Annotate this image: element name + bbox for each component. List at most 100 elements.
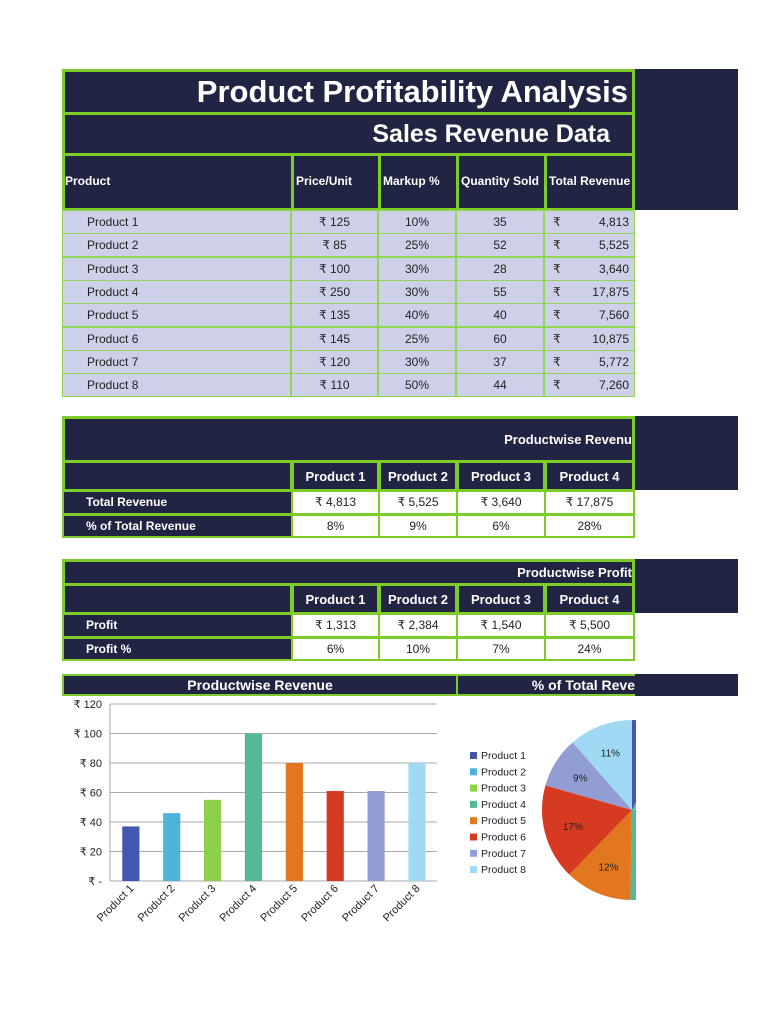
profit_table-cell: 7% [456,636,546,661]
profit_table-title-cell: Productwise Profit [62,559,635,583]
bar-7 [367,791,385,881]
sales-cell: Product 7 [62,349,291,374]
bar-2 [163,813,181,881]
sales-header-cell: Price/Unit [291,153,381,211]
legend-label: Product 2 [481,766,526,778]
title-cell: Product Profitability Analysis [62,69,635,115]
legend-swatch [470,768,477,776]
sales-cell: ₹ 85 [291,233,378,258]
revenue_table-cell: 9% [378,513,458,538]
sales-cell: Product 6 [62,326,291,351]
legend-swatch [470,752,477,759]
sales-cell: 28 [456,256,544,281]
pie-slice-3 [632,807,636,810]
currency-symbol: ₹ [553,354,561,369]
sales-header-cell: Product [62,153,294,211]
revenue_table-cell: 6% [456,513,546,538]
y-tick-label: ₹ 100 [74,729,102,741]
sales-cell: ₹ 100 [291,256,378,281]
x-tick-label: Product 8 [381,883,423,925]
sales-cell: ₹4,813 [544,210,635,234]
x-tick-label: Product 2 [136,883,178,925]
legend-label: Product 5 [481,815,526,827]
pie-data-label: 9% [573,773,588,784]
pie-slice-2 [632,802,636,810]
sales-cell: ₹17,875 [544,279,635,304]
pie-chart-title: % of Total Reve [531,677,635,693]
bar-1 [122,826,140,881]
currency-symbol: ₹ [553,331,561,346]
pie-slice-7 [545,742,632,810]
sales-cell: ₹ 125 [291,210,378,234]
legend-swatch [470,833,477,841]
currency-symbol: ₹ [553,308,561,323]
y-tick-label: ₹ - [88,876,102,888]
pie-chart-header: % of Total Reve [457,674,635,696]
profit_table-col-header: Product 1 [291,583,380,615]
sales-header-cell: Total Revenue [544,153,635,211]
currency-symbol: ₹ [553,238,561,253]
pie-data-label: 11% [601,749,620,760]
total-revenue-value: 17,875 [592,284,629,299]
sales-cell: ₹5,525 [544,233,635,258]
bar-5 [285,763,303,881]
profit_table-col-header: Product 4 [544,583,635,615]
pie-slice-1 [632,720,636,810]
legend-swatch [470,849,477,857]
revenue_table-col-header: Product 1 [291,460,380,492]
pie-slice-5 [569,810,632,900]
sales-cell: 30% [378,279,456,304]
total-revenue-value: 7,260 [598,378,629,393]
sales-cell: Product 3 [62,256,291,281]
x-tick-label: Product 7 [340,883,382,925]
sales-cell: 52 [456,233,544,258]
profit_table-cell: ₹ 5,500 [544,613,635,638]
revenue_table-cell: 8% [291,513,380,538]
legend-label: Product 3 [481,783,526,795]
sales-cell: ₹10,875 [544,326,635,351]
sales-cell: Product 8 [62,373,291,398]
sales-header-cell: Quantity Sold [456,153,547,211]
pie-slice-8 [572,720,632,810]
sales-cell: 10% [378,210,456,234]
sales-cell: 25% [378,326,456,351]
sales-cell: 37 [456,349,544,374]
legend-swatch [470,800,477,808]
pie-slice-6 [542,785,632,875]
revenue_table-cell: ₹ 3,640 [456,490,546,515]
y-tick-label: ₹ 80 [80,758,102,770]
bar-8 [408,763,426,881]
profit_table-cell: ₹ 1,313 [291,613,380,638]
pie-slice-4 [630,809,636,900]
chart-header-band [62,674,738,696]
subtitle-cell: Sales Revenue Data [62,112,635,156]
sales-cell: ₹ 110 [291,373,378,398]
x-tick-label: Product 4 [217,883,259,925]
sales-cell: ₹7,260 [544,373,635,398]
profit_table-cell: 10% [378,636,458,661]
sales-cell: ₹7,560 [544,303,635,328]
y-tick-label: ₹ 40 [80,817,102,829]
profit_table-row-label: Profit [62,613,293,638]
revenue_table-cell: ₹ 4,813 [291,490,380,515]
sales-cell: ₹5,772 [544,349,635,374]
total-revenue-value: 7,560 [598,308,629,323]
sales-cell: 30% [378,256,456,281]
sales-cell: 50% [378,373,456,398]
sales-cell: Product 2 [62,233,291,258]
sales-cell: ₹ 135 [291,303,378,328]
sales-cell: ₹3,640 [544,256,635,281]
total-revenue-value: 5,772 [598,354,629,369]
pie-data-label: 17% [563,822,583,833]
currency-symbol: ₹ [553,261,561,276]
sales-cell: 55 [456,279,544,304]
legend-label: Product 8 [481,864,526,876]
sales-cell: 44 [456,373,544,398]
bar-chart-header: Productwise Revenue [62,674,458,696]
sales-cell: ₹ 250 [291,279,378,304]
profit_table-cell: 6% [291,636,380,661]
bar-6 [326,791,344,881]
sales-cell: 60 [456,326,544,351]
legend-swatch [470,817,477,825]
revenue_table-cell: ₹ 17,875 [544,490,635,515]
